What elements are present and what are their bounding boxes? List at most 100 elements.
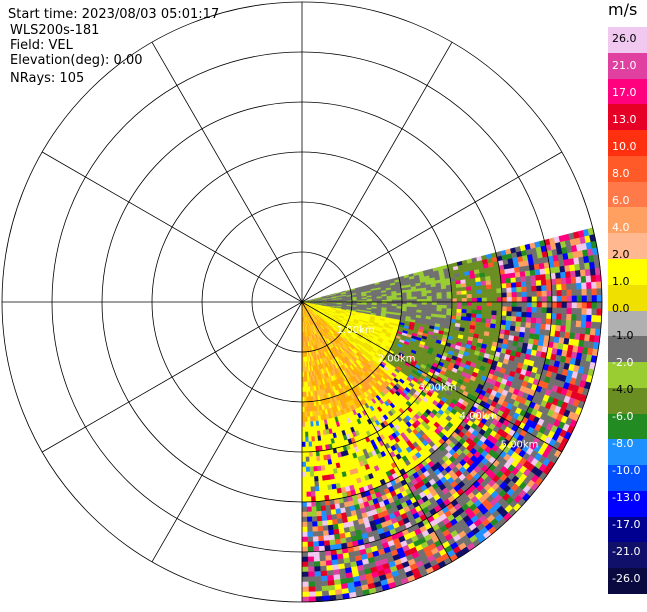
- velocity-gate: [485, 276, 490, 281]
- velocity-gate: [496, 320, 501, 325]
- velocity-gate: [319, 551, 325, 556]
- velocity-gate: [304, 387, 306, 392]
- velocity-gate: [516, 317, 521, 322]
- azimuth-spoke: [152, 302, 302, 562]
- velocity-gate: [535, 275, 541, 281]
- velocity-gate: [467, 302, 472, 306]
- velocity-gate: [462, 295, 467, 299]
- velocity-gate: [505, 273, 511, 278]
- velocity-gate: [311, 436, 315, 441]
- velocity-gate: [323, 531, 329, 537]
- velocity-gate: [313, 551, 319, 556]
- velocity-gate: [526, 281, 531, 287]
- velocity-gate: [308, 582, 315, 587]
- velocity-gate: [309, 597, 316, 602]
- velocity-gate: [562, 290, 567, 296]
- velocity-gate: [471, 286, 476, 290]
- velocity-gate: [529, 265, 535, 271]
- velocity-gate: [482, 289, 487, 293]
- velocity-gate: [527, 292, 532, 297]
- velocity-gate: [590, 328, 596, 335]
- velocity-gate: [482, 306, 487, 310]
- colorbar-tick-label: -30.0: [612, 599, 640, 612]
- velocity-gate: [320, 571, 327, 576]
- velocity-gate: [317, 526, 323, 531]
- velocity-gate: [308, 437, 311, 442]
- velocity-gate: [596, 316, 601, 323]
- velocity-gate: [308, 587, 315, 592]
- velocity-gate: [427, 293, 432, 296]
- velocity-gate: [507, 307, 512, 312]
- velocity-gate: [497, 302, 502, 307]
- velocity-gate: [492, 306, 497, 311]
- velocity-gate: [507, 297, 512, 302]
- velocity-gate: [322, 526, 328, 532]
- velocity-gate: [561, 314, 566, 320]
- velocity-gate: [475, 278, 480, 283]
- velocity-gate: [560, 326, 566, 332]
- velocity-gate: [551, 313, 556, 319]
- colorbar-tick-label: 0.0: [612, 302, 630, 315]
- velocity-gate: [521, 282, 526, 287]
- velocity-gate: [322, 591, 329, 597]
- velocity-gate: [561, 278, 566, 284]
- velocity-gate: [541, 285, 546, 291]
- velocity-gate: [305, 412, 308, 417]
- velocity-gate: [315, 491, 320, 496]
- velocity-gate: [521, 312, 526, 317]
- velocity-gate: [319, 486, 324, 491]
- velocity-gate: [466, 287, 471, 291]
- velocity-gate: [477, 310, 482, 314]
- velocity-gate: [509, 268, 515, 274]
- velocity-gate: [312, 531, 318, 536]
- velocity-gate: [581, 283, 586, 290]
- range-ring-label: 2.00km: [378, 354, 416, 365]
- velocity-gate: [486, 315, 491, 320]
- velocity-gate: [322, 475, 327, 480]
- velocity-gate: [461, 287, 466, 291]
- velocity-gate: [312, 526, 317, 531]
- velocity-gate: [590, 269, 596, 276]
- velocity-gate: [312, 521, 317, 526]
- velocity-gate: [529, 333, 535, 339]
- velocity-gate: [382, 298, 387, 300]
- velocity-gate: [432, 308, 437, 311]
- velocity-gate: [302, 472, 306, 477]
- velocity-gate: [321, 506, 326, 511]
- velocity-gate: [576, 277, 581, 284]
- velocity-gate: [560, 266, 566, 273]
- velocity-gate: [487, 302, 492, 306]
- velocity-gate: [572, 296, 577, 302]
- velocity-gate: [437, 302, 442, 305]
- velocity-gate: [497, 288, 502, 293]
- velocity-gate: [432, 299, 437, 302]
- velocity-gate: [307, 527, 312, 532]
- velocity-gate: [302, 587, 309, 592]
- velocity-gate: [320, 501, 325, 506]
- velocity-gate: [306, 497, 311, 502]
- velocity-gate: [556, 284, 561, 290]
- velocity-gate: [565, 271, 571, 278]
- velocity-gate: [302, 537, 307, 542]
- velocity-gate: [302, 592, 309, 597]
- velocity-gate: [442, 295, 447, 298]
- velocity-gate: [456, 288, 461, 292]
- velocity-gate: [302, 437, 305, 442]
- velocity-gate: [581, 276, 586, 283]
- colorbar-tick-label: -21.0: [612, 545, 640, 558]
- velocity-gate: [486, 319, 491, 324]
- velocity-gate: [517, 307, 522, 312]
- velocity-gate: [314, 481, 319, 486]
- velocity-gate: [562, 302, 567, 308]
- velocity-gate: [316, 456, 320, 461]
- velocity-gate: [447, 309, 452, 313]
- velocity-gate: [318, 481, 323, 486]
- velocity-gate: [302, 547, 308, 552]
- velocity-gate: [302, 582, 308, 587]
- velocity-gate: [526, 323, 532, 329]
- velocity-gate: [315, 596, 322, 601]
- velocity-gate: [476, 314, 481, 318]
- velocity-gate: [591, 322, 597, 329]
- velocity-gate: [526, 276, 532, 282]
- velocity-gate: [331, 555, 337, 561]
